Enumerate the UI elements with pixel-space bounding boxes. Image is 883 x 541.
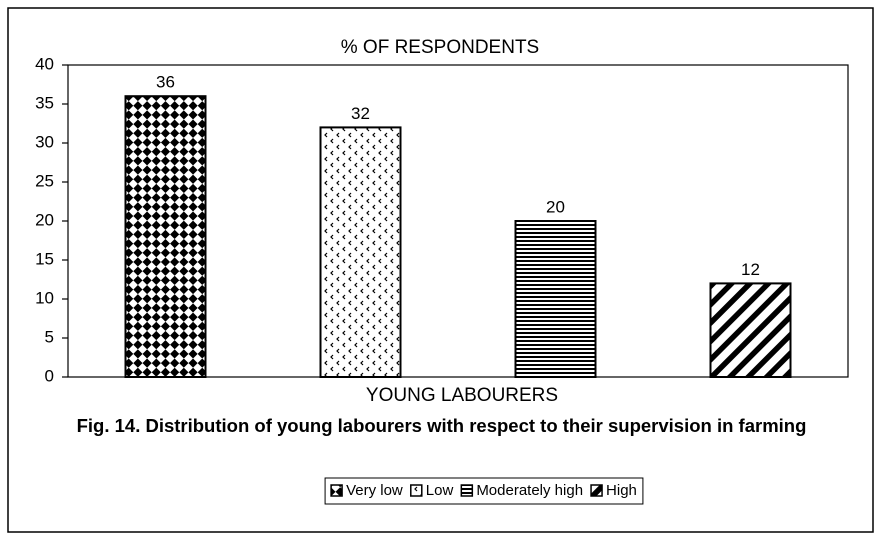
bar — [514, 220, 597, 378]
legend-label: Very low — [346, 482, 403, 499]
legend-swatch — [410, 484, 423, 497]
caption: Fig. 14. Distribution of young labourers… — [76, 415, 807, 436]
y-tick-label: 40 — [35, 54, 54, 73]
y-tick-label: 25 — [35, 171, 54, 190]
legend-box — [324, 477, 644, 505]
y-tick-label: 15 — [35, 249, 54, 268]
value-label: 32 — [351, 104, 370, 123]
value-label: 20 — [546, 197, 565, 216]
bar — [709, 282, 792, 378]
y-tick-label: 0 — [45, 366, 54, 385]
y-tick-label: 35 — [35, 93, 54, 112]
legend-label: Moderately high — [476, 482, 583, 499]
legend-label: High — [606, 482, 637, 499]
y-tick-label: 5 — [45, 327, 54, 346]
bar — [319, 126, 402, 379]
y-tick-label: 30 — [35, 132, 54, 151]
value-label: 12 — [741, 260, 760, 279]
legend-swatch — [330, 484, 343, 497]
value-label: 36 — [156, 73, 175, 92]
legend-swatch — [460, 484, 474, 497]
x-axis-label: YOUNG LABOURERS — [366, 385, 558, 406]
chart-title: % OF RESPONDENTS — [341, 37, 539, 58]
legend-swatch — [590, 484, 603, 497]
legend-label: Low — [426, 482, 454, 499]
y-tick-label: 20 — [35, 210, 54, 229]
y-tick-label: 10 — [35, 288, 54, 307]
bar — [124, 95, 207, 378]
